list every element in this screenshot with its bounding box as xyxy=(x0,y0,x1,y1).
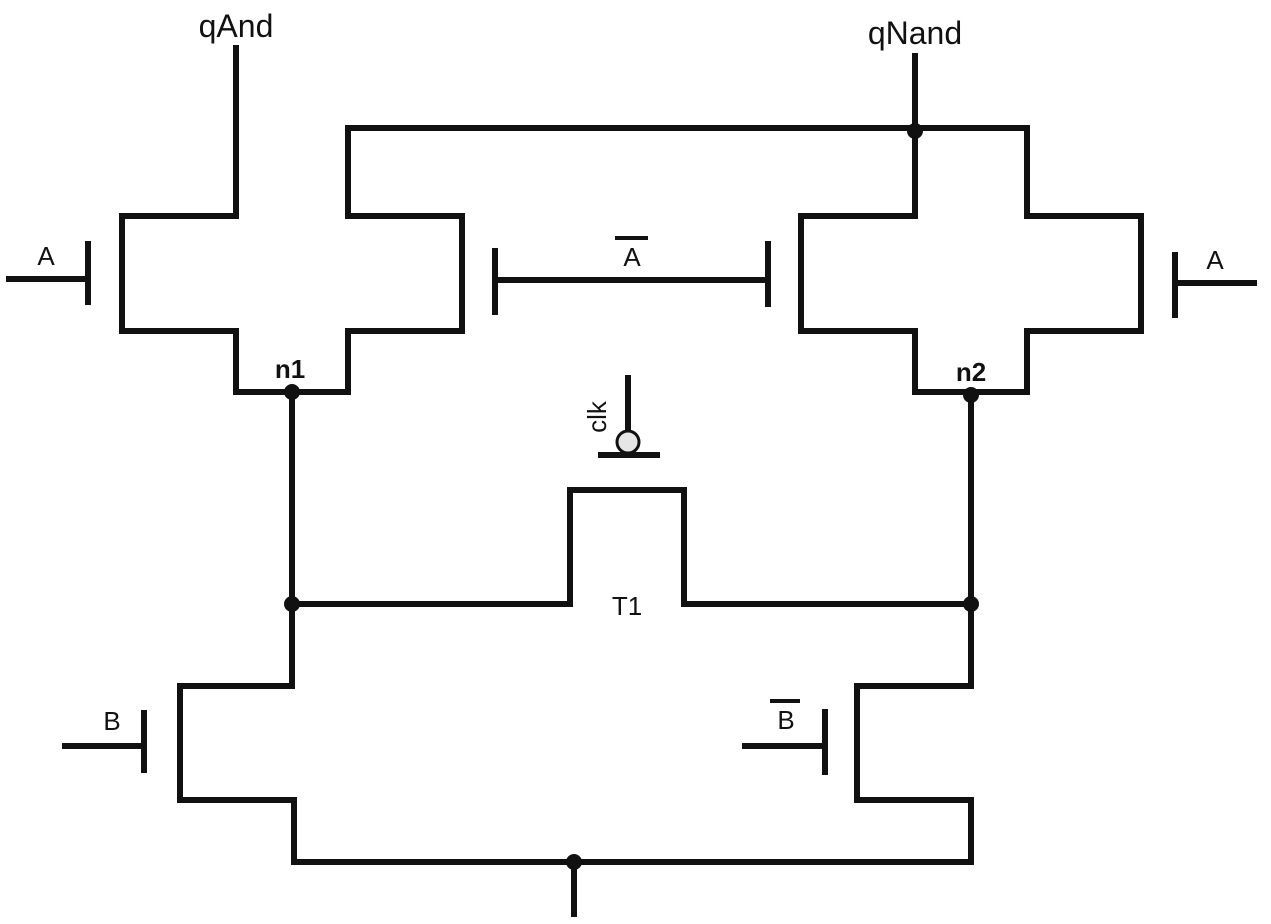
qand-output-wire xyxy=(119,45,1144,395)
input-label-abar: A xyxy=(623,242,641,272)
transistor-label-t1: T1 xyxy=(612,591,642,621)
t1-channel-wire xyxy=(289,487,974,607)
clk-inverter-bubble xyxy=(615,429,641,455)
junction-dot-t1-right xyxy=(963,596,979,612)
junction-dot-ground xyxy=(566,854,582,870)
junction-dot-top xyxy=(907,123,923,139)
input-label-a-left: A xyxy=(37,241,55,271)
node-label-n1: n1 xyxy=(275,354,305,384)
junction-dot-n1 xyxy=(284,384,300,400)
clock-label: clk xyxy=(582,400,612,433)
output-label-qand: qAnd xyxy=(199,8,274,44)
junction-dot-t1-left xyxy=(284,596,300,612)
junction-dot-n2 xyxy=(963,387,979,403)
input-label-bbar: B xyxy=(777,705,794,735)
lower-network-wire xyxy=(177,683,974,865)
input-label-a-right: A xyxy=(1206,245,1224,275)
node-label-n2: n2 xyxy=(956,357,986,387)
output-label-qnand: qNand xyxy=(868,15,962,51)
input-label-b: B xyxy=(103,706,120,736)
